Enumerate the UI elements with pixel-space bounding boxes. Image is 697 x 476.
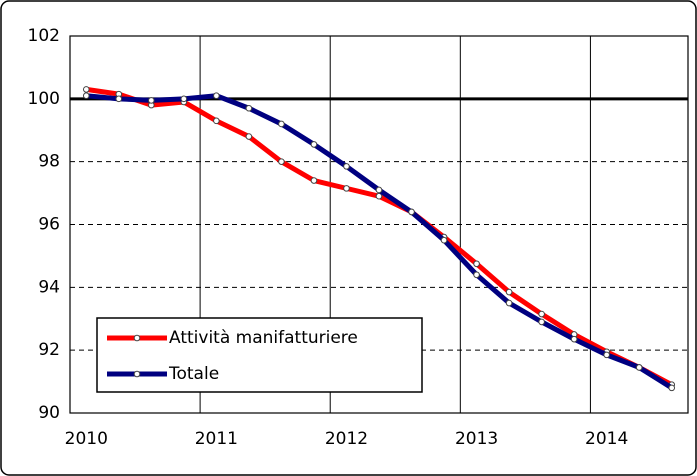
y-tick-label: 96 bbox=[38, 215, 60, 235]
data-point bbox=[83, 93, 89, 99]
y-tick-label: 90 bbox=[38, 403, 60, 423]
data-point bbox=[636, 365, 642, 371]
data-point bbox=[116, 96, 122, 102]
data-point bbox=[279, 159, 285, 165]
legend-label: Attività manifatturiere bbox=[169, 328, 358, 348]
data-point bbox=[214, 93, 220, 99]
data-point bbox=[474, 261, 480, 267]
data-point bbox=[506, 300, 512, 306]
x-tick-label: 2011 bbox=[195, 429, 238, 449]
legend-marker bbox=[134, 335, 140, 341]
data-point bbox=[474, 272, 480, 278]
legend-marker bbox=[134, 371, 140, 377]
x-tick-label: 2014 bbox=[585, 429, 628, 449]
data-point bbox=[344, 186, 350, 192]
data-point bbox=[409, 209, 415, 215]
y-tick-label: 92 bbox=[38, 340, 60, 360]
data-point bbox=[376, 187, 382, 193]
x-tick-label: 2013 bbox=[455, 429, 498, 449]
data-point bbox=[214, 118, 220, 124]
y-tick-label: 102 bbox=[28, 26, 60, 46]
data-point bbox=[149, 98, 155, 104]
data-point bbox=[539, 319, 545, 325]
data-point bbox=[246, 134, 252, 140]
data-point bbox=[669, 385, 675, 391]
data-point bbox=[571, 336, 577, 342]
legend: Attività manifatturiere Totale bbox=[97, 318, 422, 392]
y-tick-label: 94 bbox=[38, 277, 60, 297]
legend-label: Totale bbox=[168, 364, 219, 384]
data-point bbox=[246, 105, 252, 111]
y-tick-label: 100 bbox=[28, 89, 60, 109]
data-point bbox=[311, 142, 317, 148]
data-point bbox=[181, 96, 187, 102]
data-point bbox=[604, 352, 610, 358]
data-point bbox=[539, 311, 545, 317]
data-point bbox=[279, 121, 285, 127]
chart: 90 92 94 96 98 100 102 2010 2011 2012 2013 2014 Atti… bbox=[0, 0, 697, 476]
data-point bbox=[506, 289, 512, 295]
data-point bbox=[441, 237, 447, 243]
data-point bbox=[344, 164, 350, 170]
data-point bbox=[311, 178, 317, 184]
y-tick-label: 98 bbox=[38, 152, 60, 172]
data-point bbox=[83, 87, 89, 93]
x-tick-label: 2012 bbox=[325, 429, 368, 449]
x-tick-label: 2010 bbox=[65, 429, 108, 449]
